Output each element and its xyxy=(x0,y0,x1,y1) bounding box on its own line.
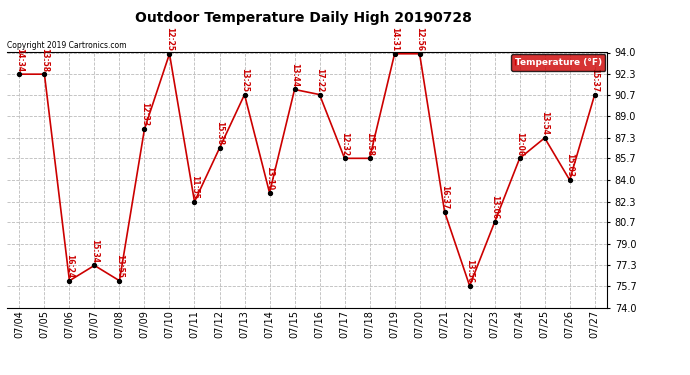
Point xyxy=(464,283,475,289)
Point xyxy=(589,92,600,98)
Point xyxy=(39,71,50,77)
Text: 12:33: 12:33 xyxy=(140,102,149,126)
Text: 11:55: 11:55 xyxy=(190,175,199,199)
Text: 16:37: 16:37 xyxy=(440,185,449,209)
Point xyxy=(164,51,175,57)
Point xyxy=(364,155,375,161)
Point xyxy=(414,51,425,57)
Text: 12:25: 12:25 xyxy=(165,27,174,51)
Text: Copyright 2019 Cartronics.com: Copyright 2019 Cartronics.com xyxy=(7,41,126,50)
Text: 13:55: 13:55 xyxy=(115,254,124,278)
Point xyxy=(539,135,550,141)
Text: 15:58: 15:58 xyxy=(365,132,374,156)
Text: 15:37: 15:37 xyxy=(590,68,599,92)
Text: 15:38: 15:38 xyxy=(215,122,224,146)
Point xyxy=(514,155,525,161)
Text: 13:44: 13:44 xyxy=(290,63,299,87)
Point xyxy=(14,71,25,77)
Point xyxy=(289,87,300,93)
Point xyxy=(564,177,575,183)
Text: 13:56: 13:56 xyxy=(465,259,474,283)
Point xyxy=(489,219,500,225)
Point xyxy=(114,278,125,284)
Text: 15:34: 15:34 xyxy=(90,239,99,263)
Point xyxy=(239,92,250,98)
Text: 13:25: 13:25 xyxy=(240,68,249,92)
Text: 13:54: 13:54 xyxy=(540,111,549,135)
Point xyxy=(214,145,225,151)
Point xyxy=(139,126,150,132)
Point xyxy=(89,262,100,268)
Text: 15:03: 15:03 xyxy=(565,153,574,177)
Text: 12:56: 12:56 xyxy=(415,27,424,51)
Text: 13:10: 13:10 xyxy=(265,166,274,190)
Point xyxy=(264,190,275,196)
Text: 14:31: 14:31 xyxy=(390,27,399,51)
Text: 13:06: 13:06 xyxy=(490,195,499,219)
Text: 16:24: 16:24 xyxy=(65,254,74,278)
Text: 17:22: 17:22 xyxy=(315,68,324,92)
Text: 12:32: 12:32 xyxy=(340,132,349,156)
Text: 14:34: 14:34 xyxy=(15,48,24,72)
Point xyxy=(189,199,200,205)
Point xyxy=(389,51,400,57)
Point xyxy=(339,155,350,161)
Text: Outdoor Temperature Daily High 20190728: Outdoor Temperature Daily High 20190728 xyxy=(135,11,472,25)
Point xyxy=(314,92,325,98)
Text: 12:06: 12:06 xyxy=(515,132,524,156)
Text: 13:58: 13:58 xyxy=(40,48,49,72)
Point xyxy=(439,209,450,215)
Point xyxy=(64,278,75,284)
Legend: Temperature (°F): Temperature (°F) xyxy=(511,54,605,70)
